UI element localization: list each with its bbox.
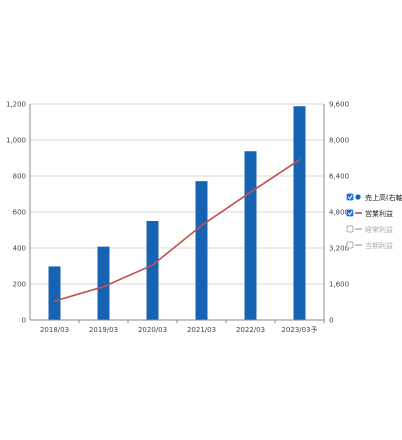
bar: [195, 181, 208, 320]
y-left-tick-label: 600: [13, 209, 26, 217]
y-left-tick-label: 1,200: [6, 101, 26, 109]
bar: [97, 246, 110, 320]
legend-checkbox-3[interactable]: [346, 241, 354, 249]
y-right-tick-label: 9,600: [329, 101, 349, 109]
y-axis-right-labels: 0 1,600 3,200 4,800 6,400 8,000 9,600: [329, 101, 349, 325]
y-right-tick-label: 4,800: [329, 209, 349, 217]
x-tick-label: 2020/03: [138, 326, 167, 334]
x-axis-labels: 2018/03 2019/03 2020/03 2021/03 2022/03 2023/…: [40, 326, 318, 334]
y-left-tick-label: 800: [13, 173, 26, 181]
line-point: [249, 191, 252, 193]
axes: [29, 104, 325, 323]
x-tick-label: 2021/03: [187, 326, 216, 334]
x-tick-label: 2019/03: [89, 326, 118, 334]
y-left-tick-label: 200: [13, 281, 26, 289]
x-tick-label: 2023/03予: [281, 326, 317, 334]
line-point: [53, 300, 56, 302]
y-left-tick-label: 1,000: [6, 137, 26, 145]
legend-label-2: 経常利益: [365, 225, 393, 234]
legend-label-1: 営業利益: [365, 209, 393, 218]
y-right-tick-label: 3,200: [329, 245, 349, 253]
line-path: [54, 159, 300, 302]
y-left-tick-label: 0: [22, 317, 26, 325]
bar: [48, 266, 61, 320]
legend-marker-0: [355, 194, 361, 200]
y-right-tick-label: 6,400: [329, 173, 349, 181]
bar-series: [48, 106, 306, 320]
bar: [293, 106, 306, 320]
bar: [244, 151, 257, 320]
gridlines: [30, 103, 324, 285]
line-point: [102, 285, 105, 288]
y-right-tick-label: 1,600: [329, 281, 349, 289]
check-icon: [347, 194, 353, 200]
legend-label-3: 当期利益: [365, 241, 393, 250]
line-series: [53, 159, 301, 302]
y-axis-left-labels: 0 200 400 600 800 1,000 1,200: [6, 101, 26, 325]
y-left-tick-label: 400: [13, 245, 26, 253]
x-tick-label: 2018/03: [40, 326, 69, 334]
y-right-tick-label: 8,000: [329, 137, 349, 145]
x-tick-label: 2022/03: [236, 326, 265, 334]
bar: [146, 221, 159, 320]
check-icon: [347, 210, 353, 216]
legend-checkbox-2[interactable]: [346, 225, 354, 233]
y-right-tick-label: 0: [329, 317, 333, 325]
line-point: [200, 224, 203, 227]
line-point: [298, 159, 301, 161]
line-point: [151, 264, 154, 266]
legend-label-0: 売上高(右軸): [365, 193, 402, 202]
